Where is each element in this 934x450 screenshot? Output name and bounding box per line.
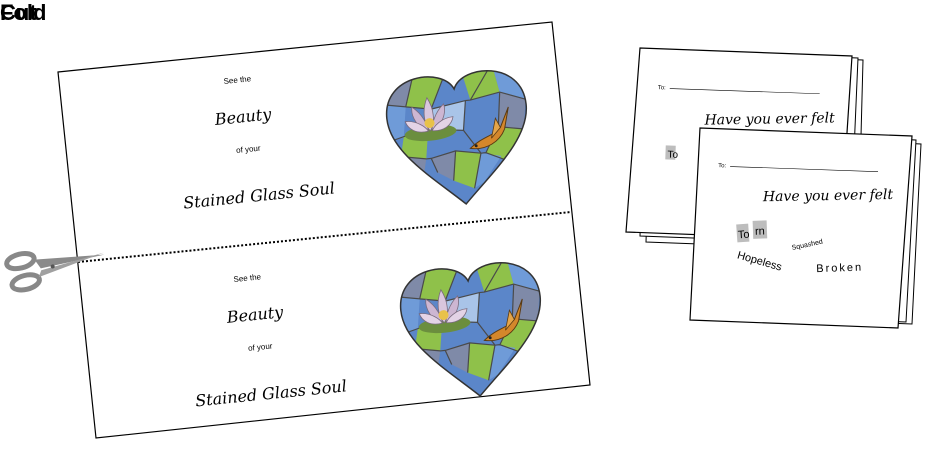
card-word-torn-b: rn <box>755 225 765 237</box>
flyer-line-see-the: See the <box>233 272 262 284</box>
fold-heading: Fold <box>0 0 47 25</box>
cut-line[interactable] <box>77 211 572 263</box>
scissors-icon <box>4 250 105 293</box>
flyer-line-of-your: of your <box>236 144 262 155</box>
card-word-torn-a: To <box>738 229 750 242</box>
card-word-torn: To <box>667 149 678 160</box>
card-to-label: To: <box>718 163 727 169</box>
card-to-label: To: <box>658 85 667 91</box>
cut-heading: Cut <box>0 0 37 25</box>
cut-flyer-page: See the Beauty of your Stained Glass Sou… <box>57 21 591 439</box>
folded-card-front: To: Have you ever felt To rn Squashed Ho… <box>689 127 922 329</box>
card-headline: Have you ever felt <box>703 110 835 128</box>
flyer-line-see-the: See the <box>223 74 252 86</box>
card-word-broken: Broken <box>816 262 863 276</box>
flyer-line-of-your: of your <box>248 341 274 352</box>
card-headline: Have you ever felt <box>762 187 894 205</box>
